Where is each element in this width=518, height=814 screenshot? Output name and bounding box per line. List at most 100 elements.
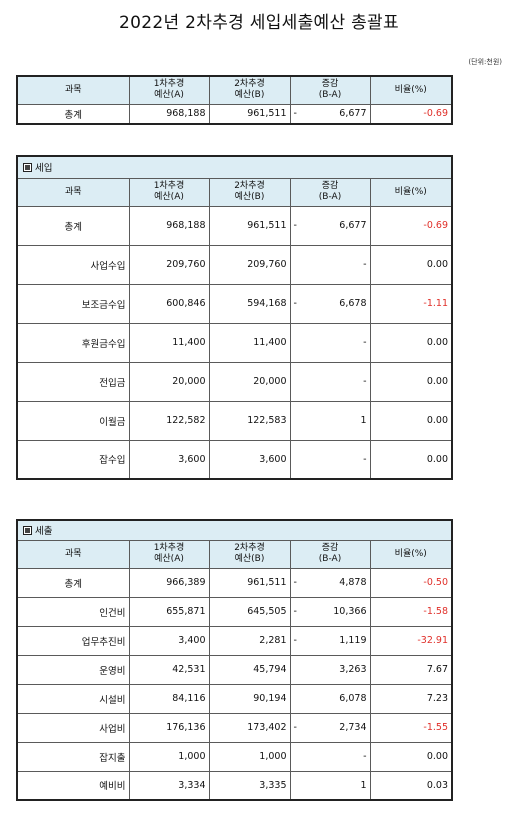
value-a: 11,400 bbox=[128, 322, 210, 363]
value-diff: -1,119 bbox=[289, 625, 371, 656]
header-ratio: 비율(%) bbox=[369, 177, 453, 207]
value-ratio: -1.11 bbox=[369, 283, 453, 324]
value-diff: -6,678 bbox=[289, 283, 371, 324]
value-b: 961,511 bbox=[208, 205, 291, 246]
row-name: 인건비 bbox=[16, 596, 130, 627]
header-ratio: 비율(%) bbox=[369, 75, 453, 105]
value-b: 645,505 bbox=[208, 596, 291, 627]
value-b: 961,511 bbox=[208, 103, 291, 125]
expense-header-row: 과목 1차추경 예산(A) 2차추경 예산(B) 증감 (B-A) 비율(%) bbox=[16, 539, 453, 569]
table-row: 운영비 42,531 45,794 3,263 7.67 bbox=[16, 654, 453, 685]
header-subject: 과목 bbox=[16, 539, 130, 569]
value-diff: - bbox=[289, 741, 371, 772]
row-name: 잡지출 bbox=[16, 741, 130, 772]
expense-section-label: 세출 bbox=[16, 519, 453, 541]
value-b: 3,335 bbox=[208, 770, 291, 801]
header-budget-b: 2차추경 예산(B) bbox=[208, 75, 291, 105]
table-row: 업무추진비 3,400 2,281-1,119 -32.91 bbox=[16, 625, 453, 656]
row-name: 시설비 bbox=[16, 683, 130, 714]
value-diff: -6,677 bbox=[289, 103, 371, 125]
table-row: 총계 966,389 961,511-4,878 -0.50 bbox=[16, 567, 453, 598]
value-a: 3,600 bbox=[128, 439, 210, 480]
value-a: 3,400 bbox=[128, 625, 210, 656]
header-budget-a: 1차추경 예산(A) bbox=[128, 75, 210, 105]
value-diff: -6,677 bbox=[289, 205, 371, 246]
table-row: 후원금수입 11,400 11,400-0.00 bbox=[16, 322, 453, 363]
summary-total-row: 총계 968,188 961,511 -6,677 -0.69 bbox=[16, 103, 453, 125]
row-name: 이월금 bbox=[16, 400, 130, 441]
row-name: 총계 bbox=[16, 205, 130, 246]
value-diff: 6,078 bbox=[289, 683, 371, 714]
value-ratio: 0.00 bbox=[369, 244, 453, 285]
value-ratio: 0.00 bbox=[369, 322, 453, 363]
value-b: 20,000 bbox=[208, 361, 291, 402]
value-ratio: 0.00 bbox=[369, 361, 453, 402]
value-b: 45,794 bbox=[208, 654, 291, 685]
value-ratio: -1.55 bbox=[369, 712, 453, 743]
value-ratio: 0.00 bbox=[369, 400, 453, 441]
header-diff: 증감 (B-A) bbox=[289, 539, 371, 569]
row-name: 전입금 bbox=[16, 361, 130, 402]
value-b: 209,760 bbox=[208, 244, 291, 285]
header-diff: 증감 (B-A) bbox=[289, 75, 371, 105]
value-ratio: -1.58 bbox=[369, 596, 453, 627]
value-diff: - bbox=[289, 361, 371, 402]
value-a: 122,582 bbox=[128, 400, 210, 441]
value-ratio: -0.69 bbox=[369, 103, 453, 125]
table-row: 잡수입 3,600 3,600-0.00 bbox=[16, 439, 453, 480]
value-a: 1,000 bbox=[128, 741, 210, 772]
value-a: 176,136 bbox=[128, 712, 210, 743]
value-ratio: 7.23 bbox=[369, 683, 453, 714]
table-row: 보조금수입 600,846 594,168-6,678 -1.11 bbox=[16, 283, 453, 324]
value-ratio: -0.69 bbox=[369, 205, 453, 246]
row-name: 총계 bbox=[16, 567, 130, 598]
value-diff: - bbox=[289, 322, 371, 363]
table-row: 예비비 3,334 3,335 1 0.03 bbox=[16, 770, 453, 801]
header-budget-b: 2차추경 예산(B) bbox=[208, 539, 291, 569]
summary-header-row: 과목 1차추경 예산(A) 2차추경 예산(B) 증감 (B-A) 비율(%) bbox=[16, 75, 453, 105]
unit-label: (단위:천원) bbox=[468, 58, 502, 66]
table-row: 인건비 655,871 645,505-10,366 -1.58 bbox=[16, 596, 453, 627]
value-ratio: 0.00 bbox=[369, 741, 453, 772]
row-name: 보조금수입 bbox=[16, 283, 130, 324]
row-name: 예비비 bbox=[16, 770, 130, 801]
value-b: 2,281 bbox=[208, 625, 291, 656]
row-name: 업무추진비 bbox=[16, 625, 130, 656]
row-name: 후원금수입 bbox=[16, 322, 130, 363]
value-b: 90,194 bbox=[208, 683, 291, 714]
value-diff: - bbox=[289, 244, 371, 285]
value-ratio: 0.00 bbox=[369, 439, 453, 480]
summary-table: 과목 1차추경 예산(A) 2차추경 예산(B) 증감 (B-A) 비율(%) 총계 … bbox=[16, 75, 453, 125]
value-a: 600,846 bbox=[128, 283, 210, 324]
table-row: 총계 968,188 961,511-6,677 -0.69 bbox=[16, 205, 453, 246]
value-ratio: -32.91 bbox=[369, 625, 453, 656]
header-ratio: 비율(%) bbox=[369, 539, 453, 569]
value-ratio: -0.50 bbox=[369, 567, 453, 598]
value-ratio: 7.67 bbox=[369, 654, 453, 685]
value-diff: -4,878 bbox=[289, 567, 371, 598]
value-b: 1,000 bbox=[208, 741, 291, 772]
header-budget-b: 2차추경 예산(B) bbox=[208, 177, 291, 207]
value-b: 961,511 bbox=[208, 567, 291, 598]
value-diff: - bbox=[289, 439, 371, 480]
page-title: 2022년 2차추경 세입세출예산 총괄표 bbox=[119, 13, 399, 33]
expense-table: 세출 과목 1차추경 예산(A) 2차추경 예산(B) 증감 (B-A) 비율(%) … bbox=[16, 519, 453, 801]
value-diff: 1 bbox=[289, 770, 371, 801]
row-name: 총계 bbox=[16, 103, 130, 125]
value-a: 966,389 bbox=[128, 567, 210, 598]
value-a: 20,000 bbox=[128, 361, 210, 402]
value-a: 968,188 bbox=[128, 205, 210, 246]
expense-section-row: 세출 bbox=[16, 519, 453, 541]
value-a: 3,334 bbox=[128, 770, 210, 801]
value-diff: -2,734 bbox=[289, 712, 371, 743]
value-a: 655,871 bbox=[128, 596, 210, 627]
revenue-section-row: 세입 bbox=[16, 155, 453, 179]
revenue-header-row: 과목 1차추경 예산(A) 2차추경 예산(B) 증감 (B-A) 비율(%) bbox=[16, 177, 453, 207]
value-diff: 1 bbox=[289, 400, 371, 441]
value-a: 209,760 bbox=[128, 244, 210, 285]
square-bullet-icon bbox=[23, 163, 32, 173]
table-row: 이월금 122,582 122,583 1 0.00 bbox=[16, 400, 453, 441]
table-row: 전입금 20,000 20,000-0.00 bbox=[16, 361, 453, 402]
value-b: 594,168 bbox=[208, 283, 291, 324]
value-b: 122,583 bbox=[208, 400, 291, 441]
